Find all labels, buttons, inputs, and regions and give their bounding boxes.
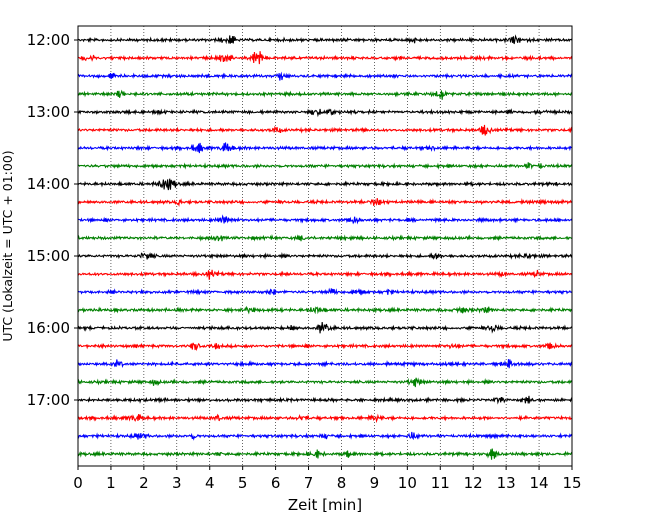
trace-12:15	[77, 51, 573, 65]
trace-16:45	[77, 377, 573, 388]
trace-13:30	[77, 142, 573, 154]
x-tick-label-9: 9	[370, 474, 380, 492]
x-tick-label-12: 12	[464, 474, 483, 492]
trace-12:45	[77, 89, 573, 100]
trace-14:30	[77, 214, 573, 225]
x-tick-label-11: 11	[431, 474, 450, 492]
trace-13:00	[77, 108, 573, 118]
y-tick-label-12:00: 12:00	[27, 31, 70, 49]
x-axis-ticks: 0 1 2 3 4 5 6 7 8 9 10 11 12 13 14 15	[73, 466, 582, 492]
trace-14:45	[77, 234, 573, 242]
x-tick-label-0: 0	[73, 474, 83, 492]
trace-15:30	[77, 287, 573, 296]
trace-12:00	[77, 34, 573, 45]
trace-17:30	[77, 431, 573, 441]
grid-layer	[110, 26, 540, 466]
trace-16:00	[77, 322, 573, 334]
trace-15:15	[77, 269, 573, 280]
y-tick-label-14:00: 14:00	[27, 175, 70, 193]
trace-17:45	[77, 448, 573, 460]
x-tick-label-7: 7	[304, 474, 314, 492]
y-axis-label: UTC (Lokalzeit = UTC + 01:00)	[0, 150, 15, 341]
trace-12:30	[77, 71, 573, 81]
trace-16:30	[77, 359, 573, 369]
y-tick-label-16:00: 16:00	[27, 319, 70, 337]
trace-17:15	[77, 413, 573, 424]
y-tick-label-15:00: 15:00	[27, 247, 70, 265]
x-tick-label-2: 2	[139, 474, 149, 492]
trace-17:00	[77, 395, 573, 405]
x-tick-label-4: 4	[205, 474, 215, 492]
trace-14:00	[77, 178, 573, 191]
x-tick-label-1: 1	[106, 474, 116, 492]
x-tick-label-15: 15	[562, 474, 581, 492]
y-axis-ticks: 12:00 13:00 14:00 15:00 16:00 17:00	[27, 31, 78, 409]
trace-layer	[77, 34, 573, 460]
y-tick-label-17:00: 17:00	[27, 391, 70, 409]
trace-14:15	[77, 198, 573, 207]
x-tick-label-14: 14	[530, 474, 549, 492]
plot-frame	[77, 25, 573, 467]
trace-16:15	[77, 342, 573, 352]
trace-15:00	[77, 252, 573, 260]
x-tick-label-13: 13	[497, 474, 516, 492]
trace-15:45	[77, 305, 573, 315]
x-tick-label-6: 6	[271, 474, 281, 492]
x-tick-label-3: 3	[172, 474, 182, 492]
trace-13:15	[77, 124, 573, 136]
x-tick-label-10: 10	[398, 474, 417, 492]
x-axis-label: Zeit [min]	[288, 496, 362, 514]
trace-13:45	[77, 162, 573, 170]
x-tick-label-5: 5	[238, 474, 248, 492]
x-tick-label-8: 8	[337, 474, 347, 492]
y-tick-label-13:00: 13:00	[27, 103, 70, 121]
